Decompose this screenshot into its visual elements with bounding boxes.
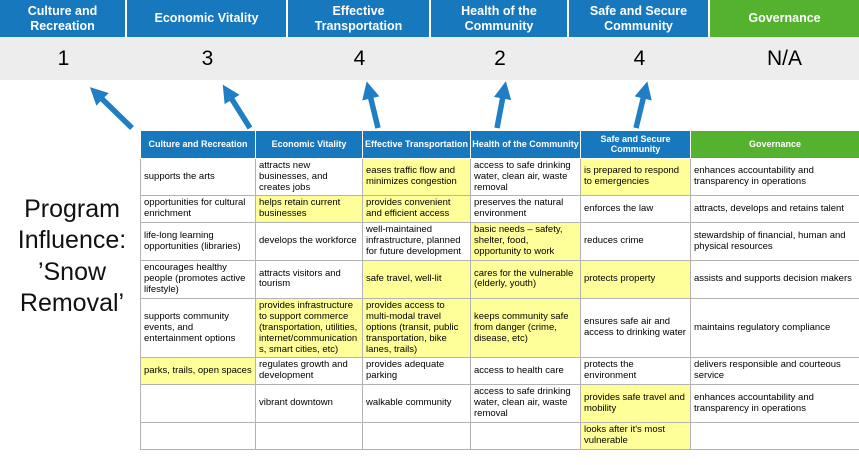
table-cell: well-maintained infrastructure, planned … xyxy=(362,222,471,262)
table-header-health-of-the-community: Health of the Community xyxy=(470,130,581,159)
table-cell: encourages healthy people (promotes acti… xyxy=(140,260,256,299)
score-governance: N/A xyxy=(766,46,802,70)
influence-table-body: supports the arts attracts new businesses… xyxy=(140,157,859,450)
score-health-of-the-community: 2 xyxy=(494,46,506,70)
table-header-culture-and-recreation: Culture and Recreation xyxy=(140,130,256,159)
summary-score-row: 1 3 4 2 4 N/A xyxy=(0,37,859,80)
table-cell xyxy=(362,422,471,450)
score-effective-transportation: 4 xyxy=(353,46,366,70)
summary-header-effective-transportation: Effective Transportation xyxy=(288,0,431,37)
table-cell: provides convenient and efficient access xyxy=(362,195,471,224)
table-cell: maintains regulatory compliance xyxy=(690,297,859,359)
table-row: life-long learning opportunities (librar… xyxy=(140,222,859,262)
table-cell: life-long learning opportunities (librar… xyxy=(140,222,256,262)
table-row: opportunities for cultural enrichment hel… xyxy=(140,195,859,224)
table-cell xyxy=(470,422,581,450)
table-row: vibrant downtown walkable community access… xyxy=(140,384,859,424)
arrows-layer xyxy=(89,81,652,130)
table-row: supports the arts attracts new businesses… xyxy=(140,157,859,197)
table-cell: supports the arts xyxy=(140,157,256,197)
table-cell: provides access to multi-modal travel op… xyxy=(362,297,471,359)
table-cell: develops the workforce xyxy=(255,222,363,262)
table-cell: attracts visitors and tourism xyxy=(255,260,363,299)
table-cell: protects the environment xyxy=(580,357,691,386)
summary-header-health-of-the-community: Health of the Community xyxy=(431,0,569,37)
page-title: Program Influence: ’Snow Removal’ xyxy=(17,195,127,317)
table-header-governance: Governance xyxy=(690,130,859,159)
table-cell: parks, trails, open spaces xyxy=(140,357,256,386)
table-cell: regulates growth and development xyxy=(255,357,363,386)
table-cell: enforces the law xyxy=(580,195,691,224)
arrow-icon xyxy=(493,81,512,129)
table-cell: access to health care xyxy=(470,357,581,386)
table-cell xyxy=(255,422,363,450)
influence-table: Culture and Recreation Economic Vitality… xyxy=(140,130,859,450)
table-cell: keeps community safe from danger (crime,… xyxy=(470,297,581,359)
table-cell: provides infrastructure to support comme… xyxy=(255,297,363,359)
table-cell: stewardship of financial, human and phys… xyxy=(690,222,859,262)
arrow-icon xyxy=(89,87,134,130)
summary-header-safe-and-secure-community: Safe and Secure Community xyxy=(569,0,710,37)
table-cell: eases traffic flow and minimizes congest… xyxy=(362,157,471,197)
table-cell: attracts, develops and retains talent xyxy=(690,195,859,224)
table-cell xyxy=(140,422,256,450)
score-culture-and-recreation: 1 xyxy=(57,46,70,70)
table-header-effective-transportation: Effective Transportation xyxy=(362,130,471,159)
score-economic-vitality: 3 xyxy=(201,46,214,70)
table-cell: provides adequate parking xyxy=(362,357,471,386)
arrow-icon xyxy=(222,84,253,130)
table-cell: ensures safe air and access to drinking … xyxy=(580,297,691,359)
table-row: looks after it's most vulnerable xyxy=(140,422,859,450)
arrow-icon xyxy=(633,81,652,129)
table-cell: reduces crime xyxy=(580,222,691,262)
table-cell: walkable community xyxy=(362,384,471,424)
table-cell: enhances accountability and transparency… xyxy=(690,384,859,424)
table-cell: attracts new businesses, and creates job… xyxy=(255,157,363,197)
table-cell: delivers responsible and courteous servi… xyxy=(690,357,859,386)
table-cell: assists and supports decision makers xyxy=(690,260,859,299)
table-cell: is prepared to respond to emergencies xyxy=(580,157,691,197)
table-cell: vibrant downtown xyxy=(255,384,363,424)
summary-header-economic-vitality: Economic Vitality xyxy=(127,0,288,37)
summary-header-culture-and-recreation: Culture and Recreation xyxy=(0,0,127,37)
table-cell: looks after it's most vulnerable xyxy=(580,422,691,450)
table-cell: access to safe drinking water, clean air… xyxy=(470,384,581,424)
table-row: supports community events, and entertain… xyxy=(140,297,859,359)
table-cell: safe travel, well-lit xyxy=(362,260,471,299)
summary-header-row: Culture and Recreation Economic Vitality… xyxy=(0,0,859,37)
score-safe-and-secure-community: 4 xyxy=(633,46,646,70)
table-cell: access to safe drinking water, clean air… xyxy=(470,157,581,197)
table-cell: protects property xyxy=(580,260,691,299)
table-cell: provides safe travel and mobility xyxy=(580,384,691,424)
table-header-safe-and-secure-community: Safe and Secure Community xyxy=(580,130,691,159)
table-row: encourages healthy people (promotes acti… xyxy=(140,260,859,299)
table-cell xyxy=(690,422,859,450)
table-header-row: Culture and Recreation Economic Vitality… xyxy=(140,130,859,159)
arrow-icon xyxy=(362,81,381,129)
table-cell: basic needs – safety, shelter, food, opp… xyxy=(470,222,581,262)
table-cell: supports community events, and entertain… xyxy=(140,297,256,359)
table-cell: enhances accountability and transparency… xyxy=(690,157,859,197)
table-row: parks, trails, open spaces regulates grow… xyxy=(140,357,859,386)
summary-header-governance: Governance xyxy=(710,0,859,37)
table-cell xyxy=(140,384,256,424)
table-cell: helps retain current businesses xyxy=(255,195,363,224)
table-cell: cares for the vulnerable (elderly, youth… xyxy=(470,260,581,299)
table-header-economic-vitality: Economic Vitality xyxy=(255,130,363,159)
table-cell: preserves the natural environment xyxy=(470,195,581,224)
table-cell: opportunities for cultural enrichment xyxy=(140,195,256,224)
